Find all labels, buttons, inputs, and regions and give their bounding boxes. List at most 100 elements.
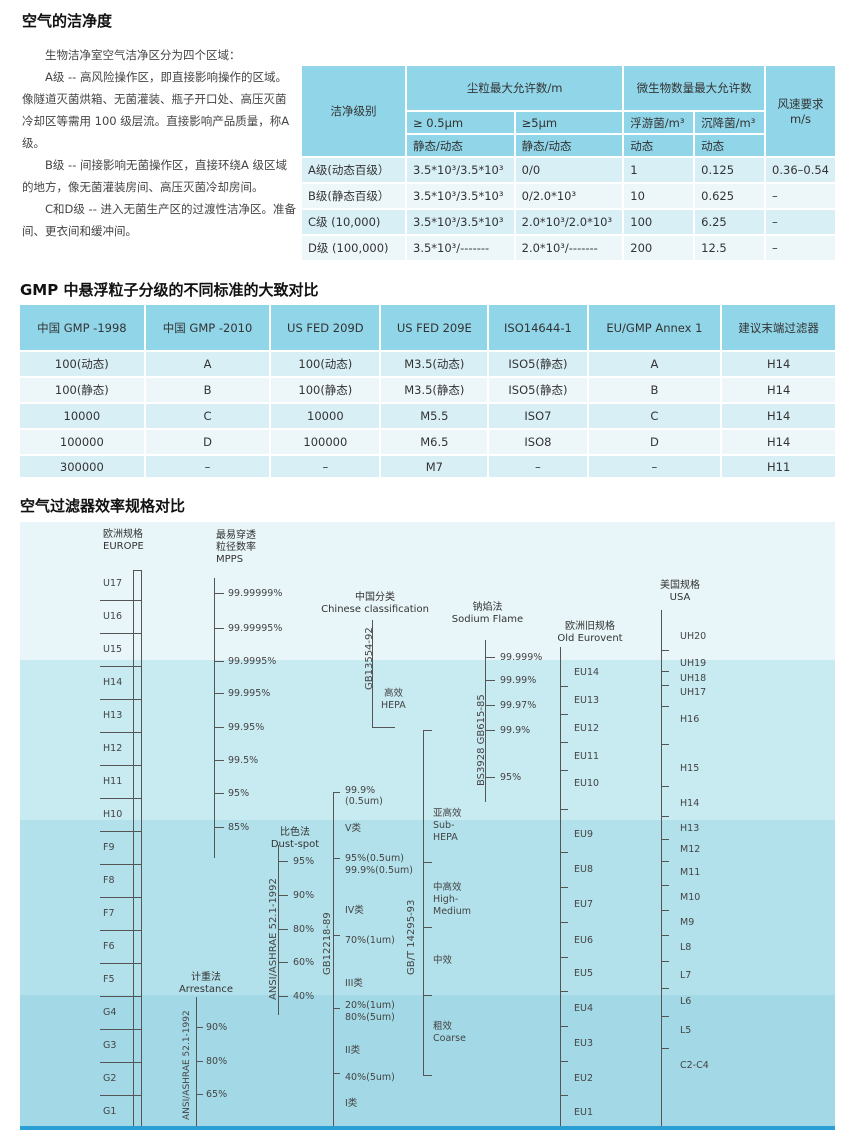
mpps-value: 99.9995% bbox=[228, 656, 277, 667]
gb12218-label: V类 bbox=[345, 823, 361, 834]
sodium-header: Sodium Flame bbox=[451, 614, 524, 625]
dustspot-value: 40% bbox=[293, 991, 315, 1002]
gb12218-label: II类 bbox=[345, 1045, 361, 1056]
tick-mark bbox=[100, 698, 141, 700]
usa-class-label: M9 bbox=[680, 917, 695, 928]
table-cell: M3.5(动态) bbox=[381, 352, 488, 376]
filter-efficiency-diagram: 欧洲规格 EUROPE U17 U16 U15 H14 H13 H12 H11 H10 F9 F8 F7… bbox=[20, 522, 835, 1128]
intro-paragraph: A级 -- 高风险操作区，即直接影响操作的区域。像隧道灭菌烘箱、无菌灌装、瓶子开… bbox=[22, 70, 290, 150]
europe-header: EUROPE bbox=[103, 541, 144, 552]
tick-mark bbox=[661, 815, 669, 817]
eurovent-class-label: EU11 bbox=[574, 751, 600, 762]
table-cell: – bbox=[588, 456, 721, 477]
tick-mark bbox=[485, 730, 495, 731]
tick-mark bbox=[214, 661, 224, 662]
tick-mark bbox=[100, 962, 141, 964]
mpps-header: MPPS bbox=[216, 554, 244, 565]
tick-mark bbox=[100, 1061, 141, 1063]
usa-header: USA bbox=[669, 592, 691, 603]
header-float: 浮游菌/m³ bbox=[624, 112, 694, 133]
table-cell: A bbox=[145, 352, 270, 376]
table-cell: D级 (100,000) bbox=[302, 236, 405, 260]
header-settle: 沉降菌/m³ bbox=[695, 112, 765, 133]
usa-class-label: L7 bbox=[680, 970, 692, 981]
header-static: 静态/动态 bbox=[515, 135, 623, 156]
gb12218-label: IV类 bbox=[345, 905, 364, 916]
mpps-header: 最易穿透 bbox=[216, 530, 256, 541]
usa-header: 美国规格 bbox=[660, 580, 700, 591]
tick-mark bbox=[214, 793, 224, 794]
tick-mark bbox=[560, 990, 568, 992]
gmp-comparison-table: 中国 GMP -1998 中国 GMP -2010 US FED 209D US FE… bbox=[18, 303, 837, 479]
europe-class-label: H14 bbox=[103, 677, 123, 688]
hepa-label: 高效 bbox=[384, 688, 404, 699]
arrestance-header: 计重法 bbox=[191, 972, 221, 983]
dustspot-value: 95% bbox=[293, 856, 315, 867]
gbt14295-label: Sub- bbox=[433, 820, 455, 831]
table-row: A级(动态百级） 3.5*10³/3.5*10³ 0/0 1 0.125 0.36–0.5… bbox=[302, 158, 835, 182]
band-hepa bbox=[20, 660, 835, 820]
gb12218-label: III类 bbox=[345, 978, 363, 989]
table-cell: H14 bbox=[722, 430, 835, 454]
gbt14295-label: 粗效 bbox=[433, 1021, 453, 1032]
tick-mark bbox=[560, 714, 568, 715]
tick-mark bbox=[100, 896, 141, 898]
tick-mark bbox=[100, 830, 141, 832]
table-cell: 6.25 bbox=[695, 210, 765, 234]
tick-mark bbox=[214, 727, 224, 728]
gb12218-label: 80%(5um) bbox=[345, 1012, 395, 1023]
tick-mark bbox=[423, 927, 432, 928]
eurovent-class-label: EU7 bbox=[574, 899, 593, 910]
chinese-standard: GB13554-92 bbox=[364, 627, 375, 690]
table-cell: ISO7 bbox=[489, 404, 587, 428]
table-cell: 100(静态) bbox=[271, 378, 380, 402]
eurovent-class-label: EU9 bbox=[574, 829, 593, 840]
usa-class-label: L6 bbox=[680, 996, 692, 1007]
gbt14295-standard: GB/T 14295-93 bbox=[406, 899, 417, 975]
table-cell: D bbox=[588, 430, 721, 454]
table-cell: H11 bbox=[722, 456, 835, 477]
tick-mark bbox=[100, 731, 141, 733]
eurovent-class-label: EU5 bbox=[574, 968, 593, 979]
tick-mark bbox=[485, 680, 495, 681]
band-fine bbox=[20, 820, 835, 995]
sodium-value: 99.9% bbox=[500, 725, 531, 736]
tick-mark bbox=[423, 995, 432, 996]
intro-paragraph: 生物洁净室空气洁净区分为四个区域： bbox=[45, 48, 241, 62]
tick-mark bbox=[100, 797, 141, 799]
tick-mark bbox=[560, 956, 568, 958]
gbt14295-label: HEPA bbox=[433, 832, 458, 843]
arrestance-value: 65% bbox=[206, 1089, 228, 1100]
column-header: 中国 GMP -2010 bbox=[145, 305, 270, 350]
europe-class-label: U16 bbox=[103, 611, 123, 622]
tick-mark bbox=[214, 760, 224, 761]
header-dynamic: 动态 bbox=[695, 135, 765, 156]
gb12218-label: I类 bbox=[345, 1098, 358, 1109]
tick-mark bbox=[560, 1060, 568, 1062]
tick-mark bbox=[560, 1025, 568, 1027]
tick-mark bbox=[560, 769, 568, 771]
usa-class-label: H13 bbox=[680, 823, 700, 834]
usa-class-label: H14 bbox=[680, 798, 700, 809]
table-cell: 2.0*10³/2.0*10³ bbox=[515, 210, 623, 234]
gb12218-label: 95%(0.5um) bbox=[345, 853, 404, 864]
tick-mark bbox=[333, 1073, 340, 1074]
cleanliness-table: 洁净级别 尘粒最大允许数/m 微生物数量最大允许数 风速要求 m/s ≥ 0.5… bbox=[300, 64, 837, 262]
usa-class-label: UH17 bbox=[680, 687, 707, 698]
tick-mark bbox=[372, 727, 395, 728]
intro-paragraph: B级 -- 间接影响无菌操作区，直接环绕A 级区域的地方，像无菌灌装房间、高压灭… bbox=[22, 158, 288, 194]
gb12218-label: (0.5um) bbox=[345, 796, 383, 807]
table-cell: H14 bbox=[722, 352, 835, 376]
mpps-header: 粒径数率 bbox=[216, 542, 256, 553]
table-row: B级(静态百级） 3.5*10³/3.5*10³ 0/2.0*10³ 10 0.625– bbox=[302, 184, 835, 208]
gb12218-label: 99.9%(0.5um) bbox=[345, 865, 413, 876]
table-row: 100(静态) B 100(静态) M3.5(静态) ISO5(静态) B H14 bbox=[20, 378, 835, 402]
table-cell: 3.5*10³/3.5*10³ bbox=[407, 184, 514, 208]
gbt14295-label: Medium bbox=[433, 906, 471, 917]
table-cell: 100(动态) bbox=[271, 352, 380, 376]
table-cell: 10000 bbox=[271, 404, 380, 428]
usa-class-label: L5 bbox=[680, 1025, 692, 1036]
table-cell: – bbox=[489, 456, 587, 477]
sodium-value: 95% bbox=[500, 772, 522, 783]
europe-class-label: U15 bbox=[103, 644, 123, 655]
